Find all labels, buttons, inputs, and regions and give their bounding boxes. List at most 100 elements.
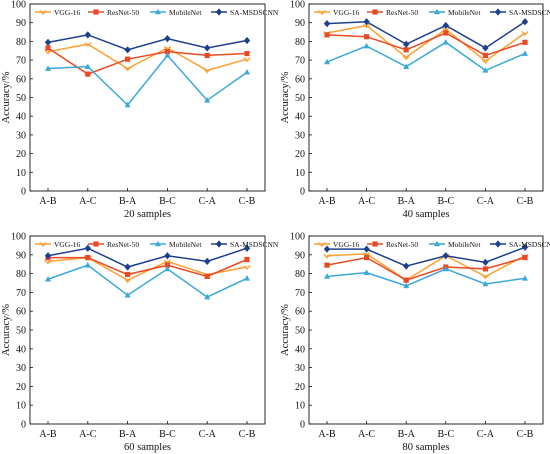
data-point — [482, 44, 489, 52]
data-point — [403, 40, 410, 48]
data-point — [363, 245, 370, 253]
y-tick-label: 70 — [16, 288, 26, 299]
data-point — [403, 262, 410, 270]
series-line — [326, 21, 526, 49]
y-tick-label: 10 — [16, 168, 26, 179]
legend-label: VGG-16 — [54, 240, 80, 249]
y-tick-label: 80 — [16, 269, 26, 280]
data-point — [164, 52, 171, 58]
data-point — [244, 275, 250, 281]
series-sa-msdscnn — [44, 31, 251, 54]
series-line — [47, 43, 248, 72]
legend-label: VGG-16 — [54, 8, 80, 17]
legend-label: MobileNet — [448, 240, 481, 249]
y-axis-title: Accuracy/% — [280, 304, 291, 356]
data-point — [323, 245, 331, 253]
x-axis-title: 20 samples — [124, 209, 171, 220]
chart-panel: 0 10 20 30 40 50 60 70 80 90 100 A-B A-C B-A B-C C-A C-B… — [1, 0, 279, 220]
data-point — [244, 256, 250, 263]
series-vgg-16 — [323, 23, 529, 65]
legend-label: MobileNet — [448, 8, 481, 17]
y-tick-label: 90 — [16, 250, 26, 261]
legend: VGG-16 ResNet-50 MobileNet SA-MSDSCNN — [314, 240, 550, 249]
legend: VGG-16 ResNet-50 MobileNet SA-MSDSCNN — [35, 8, 279, 17]
legend-label: ResNet-50 — [386, 8, 418, 17]
y-tick-label: 60 — [16, 307, 26, 318]
y-tick-label: 0 — [300, 420, 305, 431]
legend-marker — [93, 9, 99, 15]
x-tick-label: A-B — [39, 196, 57, 207]
data-point — [124, 101, 131, 108]
y-axis-title: Accuracy/% — [280, 71, 291, 123]
data-point — [124, 263, 131, 271]
y-tick-label: 10 — [295, 168, 305, 179]
series-line — [326, 32, 526, 57]
data-point — [84, 244, 91, 252]
data-point — [521, 18, 529, 26]
x-tick-label: A-C — [358, 429, 376, 440]
x-axis-title: 80 samples — [403, 442, 450, 453]
y-tick-label: 100 — [11, 0, 26, 11]
legend-label: ResNet-50 — [107, 8, 139, 17]
x-tick-label: A-B — [318, 196, 336, 207]
data-point — [323, 253, 331, 259]
y-tick-label: 50 — [16, 326, 26, 337]
data-point — [324, 262, 330, 268]
legend-marker — [434, 240, 440, 247]
legend-label: SA-MSDSCNN — [509, 240, 550, 249]
y-tick-label: 40 — [16, 112, 26, 123]
x-tick-label: C-A — [199, 429, 217, 440]
data-point — [124, 46, 131, 54]
y-tick-label: 50 — [295, 326, 305, 337]
y-tick-label: 80 — [16, 37, 26, 48]
legend-marker — [39, 9, 47, 15]
plot-frame — [308, 3, 544, 192]
data-point — [323, 20, 331, 28]
x-tick-label: C-B — [239, 429, 256, 440]
plot-frame — [29, 235, 266, 425]
data-point — [481, 59, 490, 65]
x-tick-label: C-B — [517, 196, 534, 207]
data-point — [403, 63, 410, 69]
y-tick-label: 0 — [21, 187, 26, 198]
data-point — [204, 97, 211, 103]
y-tick-label: 80 — [295, 269, 305, 280]
data-point — [243, 264, 251, 270]
y-tick-label: 100 — [11, 232, 26, 243]
y-tick-label: 50 — [16, 93, 26, 104]
x-tick-label: B-C — [437, 196, 454, 207]
y-tick-label: 40 — [16, 344, 26, 355]
data-point — [324, 32, 330, 38]
y-tick-label: 20 — [295, 382, 305, 393]
legend-label: ResNet-50 — [386, 240, 418, 249]
series-line — [327, 246, 526, 267]
y-tick-label: 100 — [290, 232, 305, 243]
legend-marker — [155, 240, 161, 247]
x-tick-label: A-B — [39, 429, 57, 440]
data-point — [522, 275, 528, 281]
data-point — [522, 255, 528, 261]
y-tick-label: 60 — [295, 74, 305, 85]
data-point — [482, 280, 489, 287]
legend-label: SA-MSDSCNN — [230, 8, 279, 17]
legend: VGG-16 ResNet-50 MobileNet SA-MSDSCNN — [35, 240, 279, 249]
data-point — [124, 292, 131, 298]
data-point — [443, 30, 449, 36]
data-point — [44, 49, 52, 55]
y-tick-label: 60 — [16, 74, 26, 85]
data-point — [164, 34, 171, 43]
series-line — [47, 47, 248, 75]
x-tick-label: B-A — [398, 196, 416, 207]
y-tick-label: 40 — [295, 344, 305, 355]
y-tick-label: 90 — [16, 18, 26, 29]
series-line — [326, 256, 526, 281]
data-point — [44, 38, 52, 46]
series-resnet-50 — [45, 45, 250, 77]
data-point — [243, 244, 251, 252]
data-point — [481, 274, 490, 280]
data-point — [45, 276, 51, 282]
data-point — [522, 39, 528, 45]
data-point — [44, 259, 52, 265]
y-tick-label: 20 — [295, 149, 305, 160]
